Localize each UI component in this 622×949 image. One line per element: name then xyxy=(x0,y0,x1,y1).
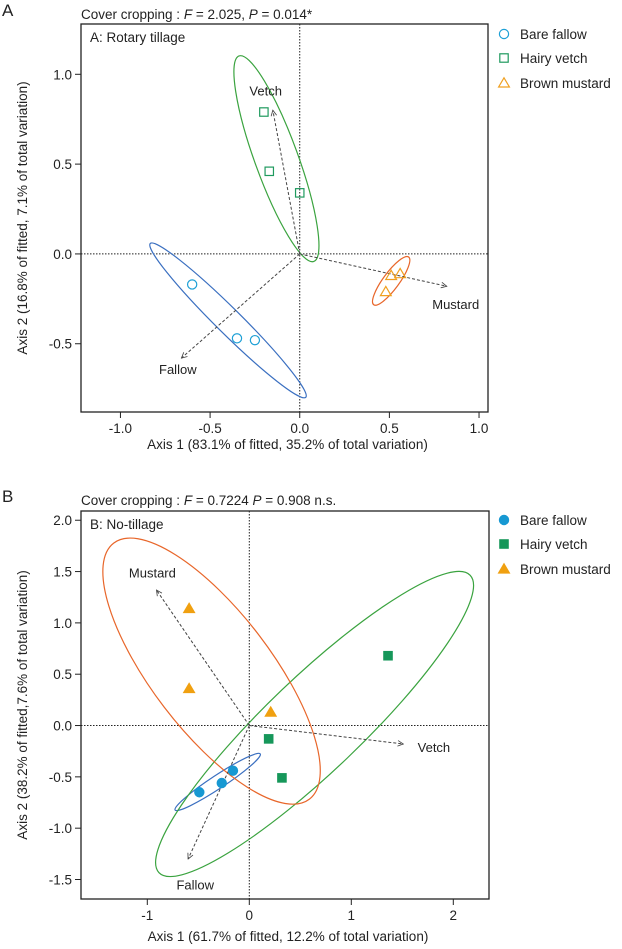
title-part: Cover cropping : xyxy=(81,7,184,22)
data-point-hairy-vetch xyxy=(294,188,305,198)
legend-label: Bare fallow xyxy=(520,27,587,42)
panel-label: A: Rotary tillage xyxy=(90,30,185,45)
panel-letter: B xyxy=(2,487,13,506)
confidence-ellipse-hairy-vetch xyxy=(233,55,320,263)
vector-label-mustard: Mustard xyxy=(129,566,176,581)
chart-title: Cover cropping : F = 2.025, P = 0.014* xyxy=(81,7,313,22)
legend-item: Bare fallow xyxy=(498,27,587,42)
data-point-hairy-vetch xyxy=(277,773,287,783)
legend-item: Bare fallow xyxy=(498,513,587,528)
y-tick-label: 1.5 xyxy=(53,565,72,580)
data-point-bare-fallow xyxy=(216,777,227,789)
vector-label-fallow: Fallow xyxy=(176,878,214,893)
confidence-ellipse-brown-mustard xyxy=(102,537,321,805)
y-tick-label: 2.0 xyxy=(53,513,72,528)
title-part: = 0.908 n.s. xyxy=(262,493,337,508)
data-point-bare-fallow xyxy=(231,333,243,344)
legend-marker-square-icon xyxy=(499,53,509,63)
vector-arrow-vetch xyxy=(273,110,301,255)
x-tick-label: -1 xyxy=(141,908,153,923)
vector-arrow-fallow xyxy=(188,725,250,859)
vector-arrow-vetch xyxy=(249,725,403,744)
data-point-hairy-vetch xyxy=(264,166,275,177)
x-tick-label: 1 xyxy=(348,908,356,923)
x-tick-label: 0 xyxy=(246,908,254,923)
legend-marker-circle-icon xyxy=(498,514,510,526)
y-axis-label: Axis 2 (16.8% of fitted, 7.1% of total v… xyxy=(15,81,30,354)
legend-item: Hairy vetch xyxy=(499,537,588,552)
confidence-ellipse-brown-mustard xyxy=(371,255,411,306)
panel-a: A Cover cropping : F = 2.025, P = 0.014* V… xyxy=(2,1,611,452)
title-part: Cover cropping : xyxy=(81,493,184,508)
chart-title: Cover cropping : F = 0.7224 P = 0.908 n.… xyxy=(81,493,336,508)
vector-label-mustard: Mustard xyxy=(432,297,479,312)
y-tick-label: 1.0 xyxy=(53,616,72,631)
data-point-bare-fallow xyxy=(186,279,198,290)
x-axis-label: Axis 1 (61.7% of fitted, 12.2% of total … xyxy=(148,929,429,944)
title-part: = 0.014* xyxy=(258,7,313,22)
x-tick-label: 0.0 xyxy=(290,421,309,436)
data-point-bare-fallow xyxy=(194,787,205,798)
vector-arrow-mustard xyxy=(156,590,250,726)
y-tick-label: 0.0 xyxy=(53,247,72,262)
legend-marker-circle-icon xyxy=(498,28,510,40)
y-tick-label: -1.0 xyxy=(49,821,72,836)
x-axis-label: Axis 1 (83.1% of fitted, 35.2% of total … xyxy=(147,437,428,452)
panel-label: B: No-tillage xyxy=(90,517,164,532)
y-tick-label: 0.5 xyxy=(53,157,72,172)
data-point-brown-mustard xyxy=(182,602,196,614)
legend-item: Brown mustard xyxy=(497,76,611,91)
data-point-bare-fallow xyxy=(227,765,239,776)
legend-marker-triangle-icon xyxy=(497,562,511,574)
vector-label-vetch: Vetch xyxy=(249,83,282,98)
x-tick-label: 1.0 xyxy=(470,421,489,436)
y-tick-label: -0.5 xyxy=(49,337,72,352)
data-point-hairy-vetch xyxy=(259,107,269,117)
plot-frame xyxy=(80,510,490,900)
legend-marker-triangle-icon xyxy=(497,76,511,88)
title-part: P xyxy=(253,493,262,508)
vector-label-fallow: Fallow xyxy=(159,362,197,377)
data-point-brown-mustard xyxy=(393,267,407,279)
y-tick-label: -0.5 xyxy=(49,770,72,785)
x-tick-label: -1.0 xyxy=(109,421,132,436)
data-point-hairy-vetch xyxy=(263,734,274,744)
panel-letter: A xyxy=(2,1,14,20)
y-tick-label: 0.0 xyxy=(53,719,72,734)
data-point-brown-mustard xyxy=(264,705,278,717)
y-axis-label: Axis 2 (38.2% of fitted,7.6% of total va… xyxy=(15,570,30,839)
x-tick-label: 2 xyxy=(450,908,458,923)
legend-item: Brown mustard xyxy=(497,562,611,577)
title-part: F xyxy=(184,493,193,508)
data-point-brown-mustard xyxy=(379,285,393,297)
legend-label: Brown mustard xyxy=(520,76,611,91)
y-tick-label: 0.5 xyxy=(53,667,72,682)
y-tick-label: -1.5 xyxy=(49,872,72,887)
legend-label: Hairy vetch xyxy=(520,537,588,552)
confidence-ellipse-bare-fallow xyxy=(149,242,307,399)
legend-marker-square-icon xyxy=(499,539,509,549)
title-part: = 2.025, xyxy=(192,7,249,22)
vector-arrow-fallow xyxy=(181,253,301,358)
legend-label: Bare fallow xyxy=(520,513,587,528)
legend-item: Hairy vetch xyxy=(499,51,588,66)
y-tick-label: 1.0 xyxy=(53,67,72,82)
title-part: P xyxy=(249,7,258,22)
confidence-ellipse-hairy-vetch xyxy=(155,570,475,878)
title-part: F xyxy=(184,7,193,22)
data-point-brown-mustard xyxy=(384,269,398,281)
data-point-brown-mustard xyxy=(182,682,196,694)
panel-b: B Cover cropping : F = 0.7224 P = 0.908 n… xyxy=(2,487,611,944)
vector-label-vetch: Vetch xyxy=(418,740,451,755)
vector-arrow-mustard xyxy=(299,253,447,286)
data-point-bare-fallow xyxy=(249,334,261,346)
x-tick-label: 0.5 xyxy=(380,421,399,436)
legend-label: Hairy vetch xyxy=(520,51,588,66)
data-point-hairy-vetch xyxy=(383,650,393,661)
x-tick-label: -0.5 xyxy=(198,421,221,436)
plot-frame xyxy=(80,23,489,413)
title-part: = 0.7224 xyxy=(192,493,252,508)
legend-label: Brown mustard xyxy=(520,562,611,577)
